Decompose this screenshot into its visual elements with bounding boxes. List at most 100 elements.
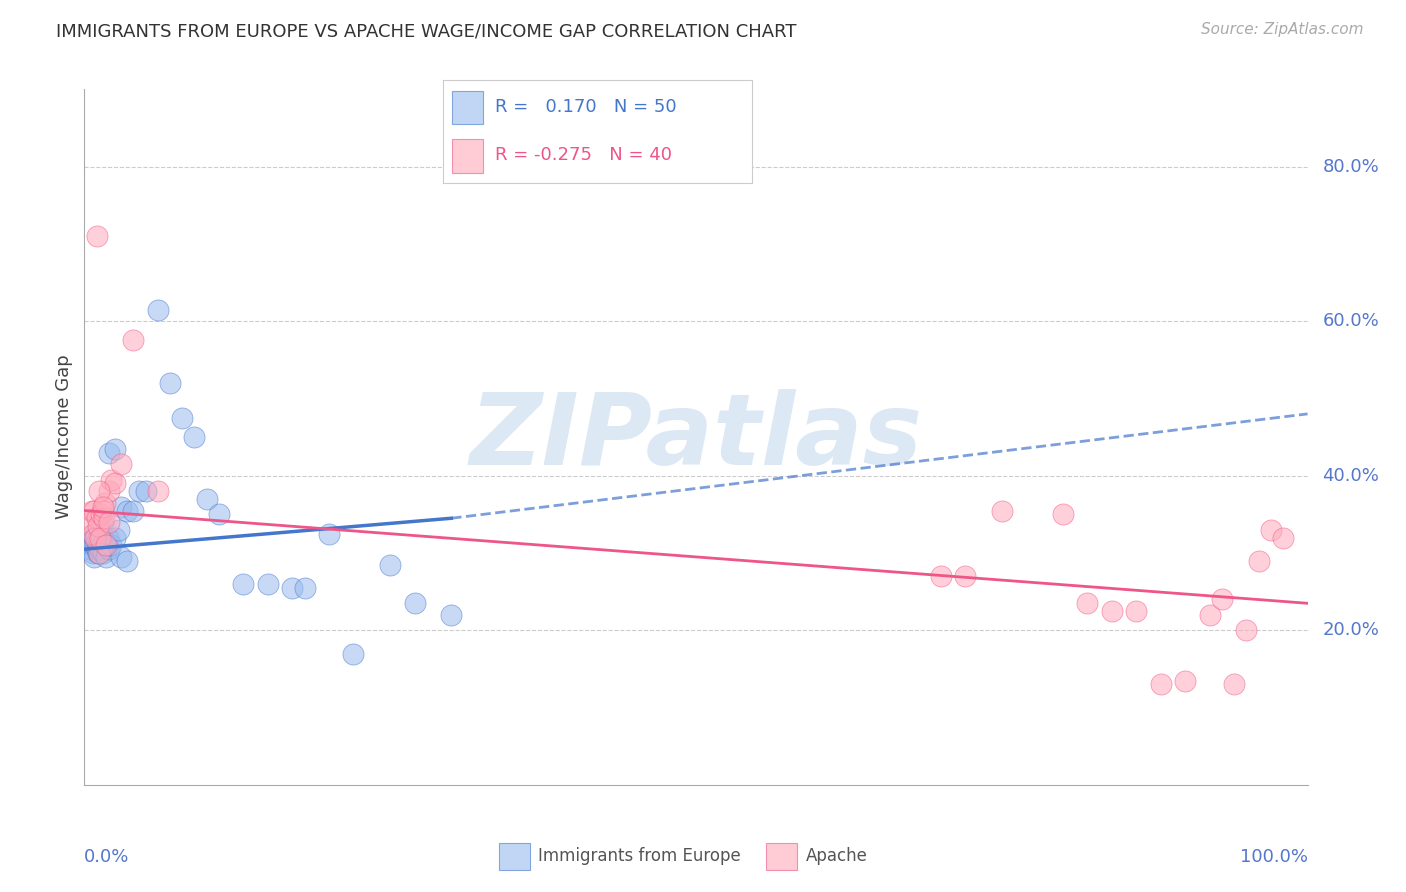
Point <box>87 484 110 499</box>
Point <box>86 542 108 557</box>
Point <box>87 519 110 533</box>
Point <box>1174 673 1197 688</box>
Point <box>90 526 112 541</box>
Point <box>96 549 118 564</box>
Point <box>97 542 120 557</box>
Point <box>83 549 105 564</box>
Point <box>83 503 105 517</box>
Point <box>1260 523 1282 537</box>
Point <box>404 596 426 610</box>
Text: Immigrants from Europe: Immigrants from Europe <box>538 847 741 865</box>
Text: 60.0%: 60.0% <box>1322 312 1379 330</box>
Point <box>100 473 122 487</box>
Point <box>991 503 1014 517</box>
Point <box>1211 592 1233 607</box>
Point <box>257 577 280 591</box>
Text: R =   0.170   N = 50: R = 0.170 N = 50 <box>495 98 678 116</box>
Point <box>232 577 254 591</box>
Point <box>89 531 111 545</box>
Point <box>1272 531 1295 545</box>
Point <box>80 534 103 549</box>
Point <box>172 410 194 425</box>
Point <box>342 647 364 661</box>
Point <box>84 531 107 545</box>
Bar <box>453 91 484 124</box>
Point <box>104 442 127 456</box>
Point <box>91 500 114 514</box>
Point <box>82 546 104 560</box>
Point <box>1150 677 1173 691</box>
Point <box>110 457 132 471</box>
Text: 0.0%: 0.0% <box>84 847 129 865</box>
Point <box>195 491 218 506</box>
Point <box>82 526 104 541</box>
Point <box>93 534 115 549</box>
Point <box>380 558 402 572</box>
Point <box>94 496 117 510</box>
Point <box>122 334 145 348</box>
Point <box>159 376 181 390</box>
Point <box>1076 596 1098 610</box>
Point <box>90 508 112 522</box>
Point <box>91 546 114 560</box>
Point <box>1198 607 1220 622</box>
Point <box>128 484 150 499</box>
Point <box>110 500 132 514</box>
Point <box>80 503 103 517</box>
Point <box>91 515 114 529</box>
Text: Source: ZipAtlas.com: Source: ZipAtlas.com <box>1201 22 1364 37</box>
Point <box>84 526 107 541</box>
Point <box>84 538 107 552</box>
Point <box>97 484 120 499</box>
Text: IMMIGRANTS FROM EUROPE VS APACHE WAGE/INCOME GAP CORRELATION CHART: IMMIGRANTS FROM EUROPE VS APACHE WAGE/IN… <box>56 22 797 40</box>
Point <box>86 534 108 549</box>
Point <box>294 581 316 595</box>
Point <box>100 538 122 552</box>
Point <box>953 569 976 583</box>
Point <box>104 531 127 545</box>
Point <box>91 503 114 517</box>
Point <box>104 476 127 491</box>
Point <box>82 538 104 552</box>
Point <box>79 542 101 557</box>
Text: 20.0%: 20.0% <box>1322 622 1379 640</box>
Point <box>94 538 117 552</box>
Point <box>1101 604 1123 618</box>
Point <box>208 508 231 522</box>
Point <box>146 484 169 499</box>
Point <box>97 531 120 545</box>
Y-axis label: Wage/Income Gap: Wage/Income Gap <box>55 355 73 519</box>
Point <box>87 538 110 552</box>
Point <box>79 515 101 529</box>
Point <box>929 569 952 583</box>
Bar <box>453 139 484 173</box>
Point <box>146 302 169 317</box>
Text: R = -0.275   N = 40: R = -0.275 N = 40 <box>495 146 672 164</box>
Point <box>87 534 110 549</box>
Point <box>86 229 108 244</box>
Text: 100.0%: 100.0% <box>1240 847 1308 865</box>
Point <box>93 511 115 525</box>
Point <box>1223 677 1246 691</box>
Point <box>281 581 304 595</box>
Point <box>115 554 138 568</box>
Point <box>183 430 205 444</box>
Point <box>1236 624 1258 638</box>
Point <box>96 538 118 552</box>
Point <box>122 503 145 517</box>
Point <box>115 503 138 517</box>
Point <box>87 546 110 560</box>
Point <box>89 542 111 557</box>
Text: 80.0%: 80.0% <box>1322 158 1379 176</box>
Text: ZIPatlas: ZIPatlas <box>470 389 922 485</box>
Point <box>86 511 108 525</box>
Point <box>107 523 129 537</box>
Text: 40.0%: 40.0% <box>1322 467 1379 484</box>
Point <box>1247 554 1270 568</box>
Point <box>97 445 120 459</box>
Text: Apache: Apache <box>806 847 868 865</box>
Point <box>87 531 110 545</box>
Point <box>440 607 463 622</box>
Point <box>318 526 340 541</box>
Point <box>97 515 120 529</box>
